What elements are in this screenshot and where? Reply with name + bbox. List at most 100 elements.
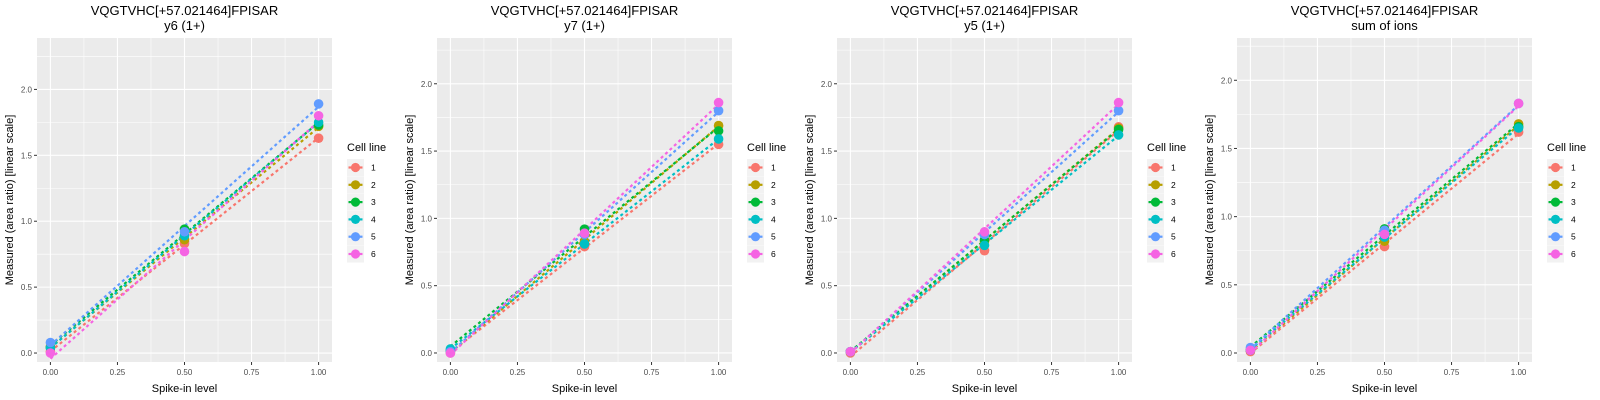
y-tick-label: 1.0 (821, 214, 833, 223)
legend-key-point (750, 249, 761, 259)
data-point-cell-line-6 (445, 348, 456, 358)
legend-item: 1 (347, 159, 376, 176)
data-point-cell-line-6 (179, 246, 190, 257)
data-point-cell-line-6 (1513, 98, 1524, 109)
legend-item: 2 (747, 176, 776, 194)
legend-key-point (350, 214, 361, 224)
legend-key-point (1150, 214, 1161, 224)
legend-item: 2 (1547, 176, 1576, 194)
legend-key-point (1550, 232, 1561, 242)
legend-key-point (1150, 180, 1161, 190)
x-axis-title: Spike-in level (952, 383, 1017, 395)
y-axis-title: Measured (area ratio) [linear scale] (804, 115, 816, 286)
data-point-cell-line-1 (313, 133, 324, 143)
x-tick-label: 0.75 (644, 368, 660, 377)
plot-title: VQGTVHC[+57.021464]FPISAR (91, 3, 279, 18)
y-tick-label: 0.5 (21, 283, 33, 292)
x-axis-title: Spike-in level (152, 383, 217, 395)
legend-item: 5 (347, 228, 376, 246)
legend-item: 4 (1147, 210, 1176, 228)
legend-item: 6 (347, 245, 376, 263)
data-point-cell-line-6 (579, 228, 590, 238)
legend-key-point (750, 232, 761, 242)
y-tick-label: 0.0 (821, 349, 833, 358)
data-point-cell-line-5 (313, 99, 324, 109)
legend-label: 1 (371, 163, 376, 173)
legend-label: 2 (771, 180, 776, 190)
legend-label: 6 (1171, 249, 1176, 259)
legend-title: Cell line (747, 142, 786, 154)
legend-label: 2 (1171, 180, 1176, 190)
x-tick-label: 1.00 (1111, 368, 1127, 377)
legend-item: 6 (747, 245, 776, 263)
plot-title: VQGTVHC[+57.021464]FPISAR (491, 3, 679, 18)
x-axis-title: Spike-in level (552, 383, 617, 395)
fit-line-cell-line-1 (1249, 132, 1520, 355)
y-tick-label: 1.0 (1221, 213, 1233, 222)
chart-panel: 0.00 0.25 0.50 0.75 1.00 0.0 0.5 1.0 1.5 2.0 VQGTV… (804, 3, 1186, 395)
data-point-cell-line-6 (1245, 345, 1256, 356)
x-tick-label: 0.50 (577, 368, 593, 377)
y-tick-label: 1.0 (421, 214, 433, 223)
x-tick-label: 0.50 (1377, 368, 1393, 377)
data-point-cell-line-6 (845, 346, 856, 357)
legend-label: 4 (371, 214, 376, 224)
legend-item: 1 (1547, 159, 1576, 176)
legend-item: 4 (1547, 210, 1576, 228)
legend-label: 4 (771, 214, 776, 224)
y-tick-label: 2.0 (1221, 76, 1233, 85)
legend-key-point (1150, 197, 1161, 207)
x-tick-label: 0.25 (110, 368, 126, 377)
legend-item: 6 (1547, 245, 1576, 263)
fit-line-cell-line-3 (449, 126, 720, 348)
data-point-cell-line-3 (713, 126, 724, 136)
legend-label: 3 (771, 197, 776, 207)
legend-key-point (1150, 232, 1161, 242)
x-tick-label: 0.50 (177, 368, 193, 377)
legend-item: 6 (1147, 245, 1176, 263)
x-tick-label: 0.75 (244, 368, 260, 377)
legend-label: 5 (1171, 232, 1176, 242)
y-axis-title: Measured (area ratio) [linear scale] (1204, 115, 1216, 286)
chart-panel: 0.00 0.25 0.50 0.75 1.00 0.0 0.5 1.0 1.5 2.0 VQGTV… (404, 3, 786, 395)
legend-item: 4 (347, 210, 376, 228)
x-tick-label: 0.25 (510, 368, 526, 377)
legend-item: 5 (1147, 228, 1176, 246)
legend-key-point (350, 180, 361, 190)
data-point-cell-line-5 (713, 105, 724, 116)
y-tick-label: 1.5 (21, 151, 33, 160)
data-point-cell-line-4 (313, 117, 324, 128)
y-tick-label: 0.5 (821, 282, 833, 291)
y-tick-label: 1.0 (21, 217, 33, 226)
plot-subtitle: y7 (1+) (564, 18, 605, 33)
x-axis-title: Spike-in level (1352, 383, 1417, 395)
legend-label: 1 (1171, 163, 1176, 173)
legend-key-point (350, 162, 361, 173)
legend-label: 1 (771, 163, 776, 173)
legend-label: 4 (1171, 214, 1176, 224)
data-point-cell-line-4 (579, 239, 590, 249)
legend-item: 3 (1547, 193, 1576, 211)
y-tick-label: 0.5 (421, 282, 433, 291)
legend-label: 4 (1571, 214, 1576, 224)
chart-panel: 0.00 0.25 0.50 0.75 1.00 0.0 0.5 1.0 1.5 2.0 VQGTV… (1204, 3, 1586, 395)
legend-label: 6 (771, 249, 776, 259)
legend-label: 5 (1571, 232, 1576, 242)
legend-key-point (750, 162, 761, 173)
y-tick-label: 2.0 (421, 80, 433, 89)
legend-key-point (1150, 249, 1161, 259)
legend-label: 1 (1571, 163, 1576, 173)
legend: Cell line 1 2 3 4 5 6 (347, 142, 386, 263)
legend-key-point (1150, 162, 1161, 173)
legend-key-point (750, 197, 761, 207)
legend-label: 3 (1171, 197, 1176, 207)
legend-label: 5 (371, 232, 376, 242)
y-tick-label: 2.0 (21, 85, 33, 94)
data-point-cell-line-5 (45, 337, 56, 348)
legend-key-point (750, 214, 761, 224)
legend-item: 3 (747, 193, 776, 211)
legend-item: 3 (1147, 193, 1176, 211)
plot-subtitle: y5 (1+) (964, 18, 1005, 33)
fit-line-cell-line-2 (49, 126, 320, 349)
